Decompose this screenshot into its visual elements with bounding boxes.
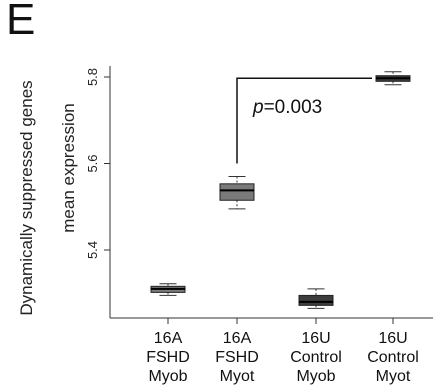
significance-annotation: p=0.003 [236,77,372,164]
category-label: 16U [378,330,407,347]
y-axis-title-line2: mean expression [59,103,78,232]
box-2 [219,175,255,210]
y-tick-label: 5.4 [85,241,100,259]
box-1 [150,283,186,296]
category-label: 16U [301,330,330,347]
panel-label: E [6,0,36,44]
category-label: Myob [296,368,335,385]
box-body [219,183,255,201]
p-value: =0.003 [264,97,323,118]
category-labels: 16A FSHD Myob 16A FSHD Myot 16U Control Myob 16U C… [146,330,419,385]
category-label: Myot [376,368,411,385]
bracket-line [236,77,372,164]
box-3 [298,288,334,309]
category-label: FSHD [215,349,259,366]
box-group [150,71,411,309]
box-4 [375,71,411,86]
category-label: 16A [154,330,183,347]
p-symbol: p [252,97,264,118]
category-label: Myot [220,368,255,385]
axes: 5.4 5.6 5.8 [85,66,433,324]
category-label: Control [367,349,419,366]
box-body [298,294,334,306]
category-label: FSHD [146,349,190,366]
category-label: 16A [223,330,252,347]
category-label: Control [290,349,342,366]
y-axis-title: Dynamically suppressed genes mean express… [17,80,78,315]
p-value-label: p=0.003 [252,97,322,118]
category-label: Myob [148,368,187,385]
y-tick-label: 5.6 [85,154,100,172]
y-axis-title-line1: Dynamically suppressed genes [17,80,36,315]
y-tick-label: 5.8 [85,68,100,86]
